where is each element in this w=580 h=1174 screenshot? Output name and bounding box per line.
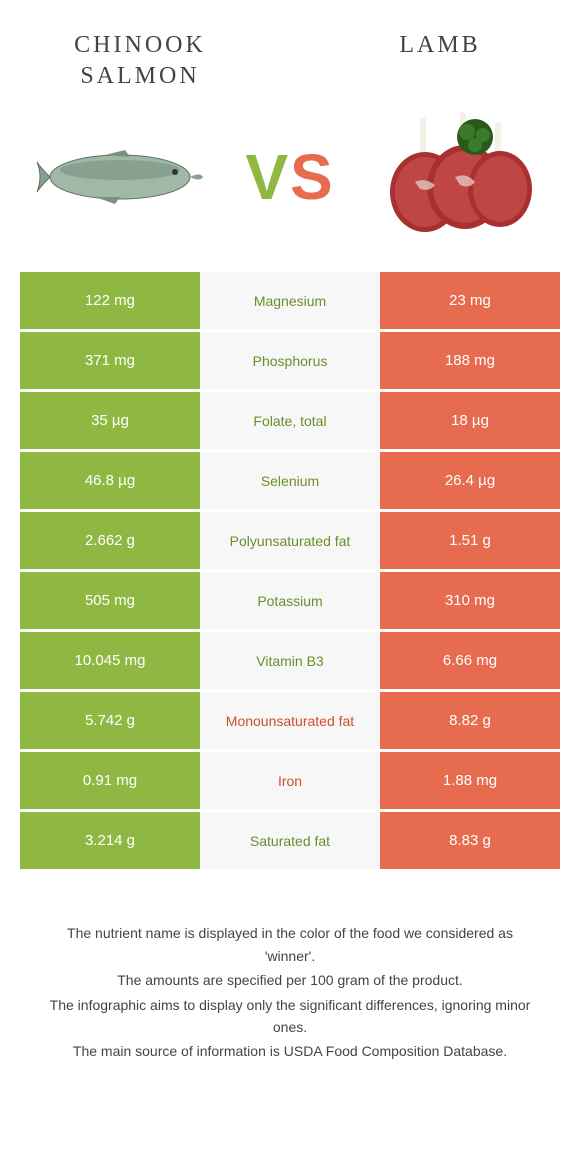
cell-left-value: 371 mg (20, 332, 200, 389)
table-row: 5.742 gMonounsaturated fat8.82 g (20, 692, 560, 749)
table-row: 0.91 mgIron1.88 mg (20, 752, 560, 809)
cell-right-value: 23 mg (380, 272, 560, 329)
table-row: 3.214 gSaturated fat8.83 g (20, 812, 560, 869)
cell-nutrient-label: Polyunsaturated fat (200, 512, 380, 569)
cell-right-value: 6.66 mg (380, 632, 560, 689)
cell-left-value: 2.662 g (20, 512, 200, 569)
cell-right-value: 26.4 µg (380, 452, 560, 509)
vs-s: S (290, 141, 335, 213)
cell-right-value: 18 µg (380, 392, 560, 449)
footer-line-3: The infographic aims to display only the… (40, 994, 540, 1039)
header: CHINOOK SALMON LAMB (0, 0, 580, 92)
table-row: 122 mgMagnesium23 mg (20, 272, 560, 329)
cell-right-value: 188 mg (380, 332, 560, 389)
cell-nutrient-label: Vitamin B3 (200, 632, 380, 689)
lamb-image (370, 112, 550, 242)
comparison-table: 122 mgMagnesium23 mg371 mgPhosphorus188 … (20, 272, 560, 869)
cell-nutrient-label: Folate, total (200, 392, 380, 449)
cell-right-value: 1.51 g (380, 512, 560, 569)
vs-label: VS (245, 140, 334, 214)
food-title-right: LAMB (340, 30, 540, 61)
cell-left-value: 35 µg (20, 392, 200, 449)
cell-nutrient-label: Phosphorus (200, 332, 380, 389)
table-row: 2.662 gPolyunsaturated fat1.51 g (20, 512, 560, 569)
table-row: 35 µgFolate, total18 µg (20, 392, 560, 449)
footer-notes: The nutrient name is displayed in the co… (0, 872, 580, 1062)
table-row: 371 mgPhosphorus188 mg (20, 332, 560, 389)
cell-left-value: 0.91 mg (20, 752, 200, 809)
images-row: VS (0, 92, 580, 272)
cell-left-value: 10.045 mg (20, 632, 200, 689)
cell-left-value: 122 mg (20, 272, 200, 329)
cell-right-value: 1.88 mg (380, 752, 560, 809)
cell-nutrient-label: Potassium (200, 572, 380, 629)
cell-left-value: 5.742 g (20, 692, 200, 749)
food-title-left: CHINOOK SALMON (40, 30, 240, 92)
cell-nutrient-label: Monounsaturated fat (200, 692, 380, 749)
footer-line-4: The main source of information is USDA F… (40, 1040, 540, 1062)
cell-nutrient-label: Saturated fat (200, 812, 380, 869)
table-row: 46.8 µgSelenium26.4 µg (20, 452, 560, 509)
cell-right-value: 8.82 g (380, 692, 560, 749)
vs-v: V (245, 141, 290, 213)
cell-nutrient-label: Magnesium (200, 272, 380, 329)
cell-nutrient-label: Iron (200, 752, 380, 809)
cell-nutrient-label: Selenium (200, 452, 380, 509)
footer-line-1: The nutrient name is displayed in the co… (40, 922, 540, 967)
table-row: 505 mgPotassium310 mg (20, 572, 560, 629)
cell-left-value: 505 mg (20, 572, 200, 629)
cell-left-value: 46.8 µg (20, 452, 200, 509)
table-row: 10.045 mgVitamin B36.66 mg (20, 632, 560, 689)
cell-right-value: 310 mg (380, 572, 560, 629)
salmon-image (30, 112, 210, 242)
cell-right-value: 8.83 g (380, 812, 560, 869)
footer-line-2: The amounts are specified per 100 gram o… (40, 969, 540, 991)
cell-left-value: 3.214 g (20, 812, 200, 869)
